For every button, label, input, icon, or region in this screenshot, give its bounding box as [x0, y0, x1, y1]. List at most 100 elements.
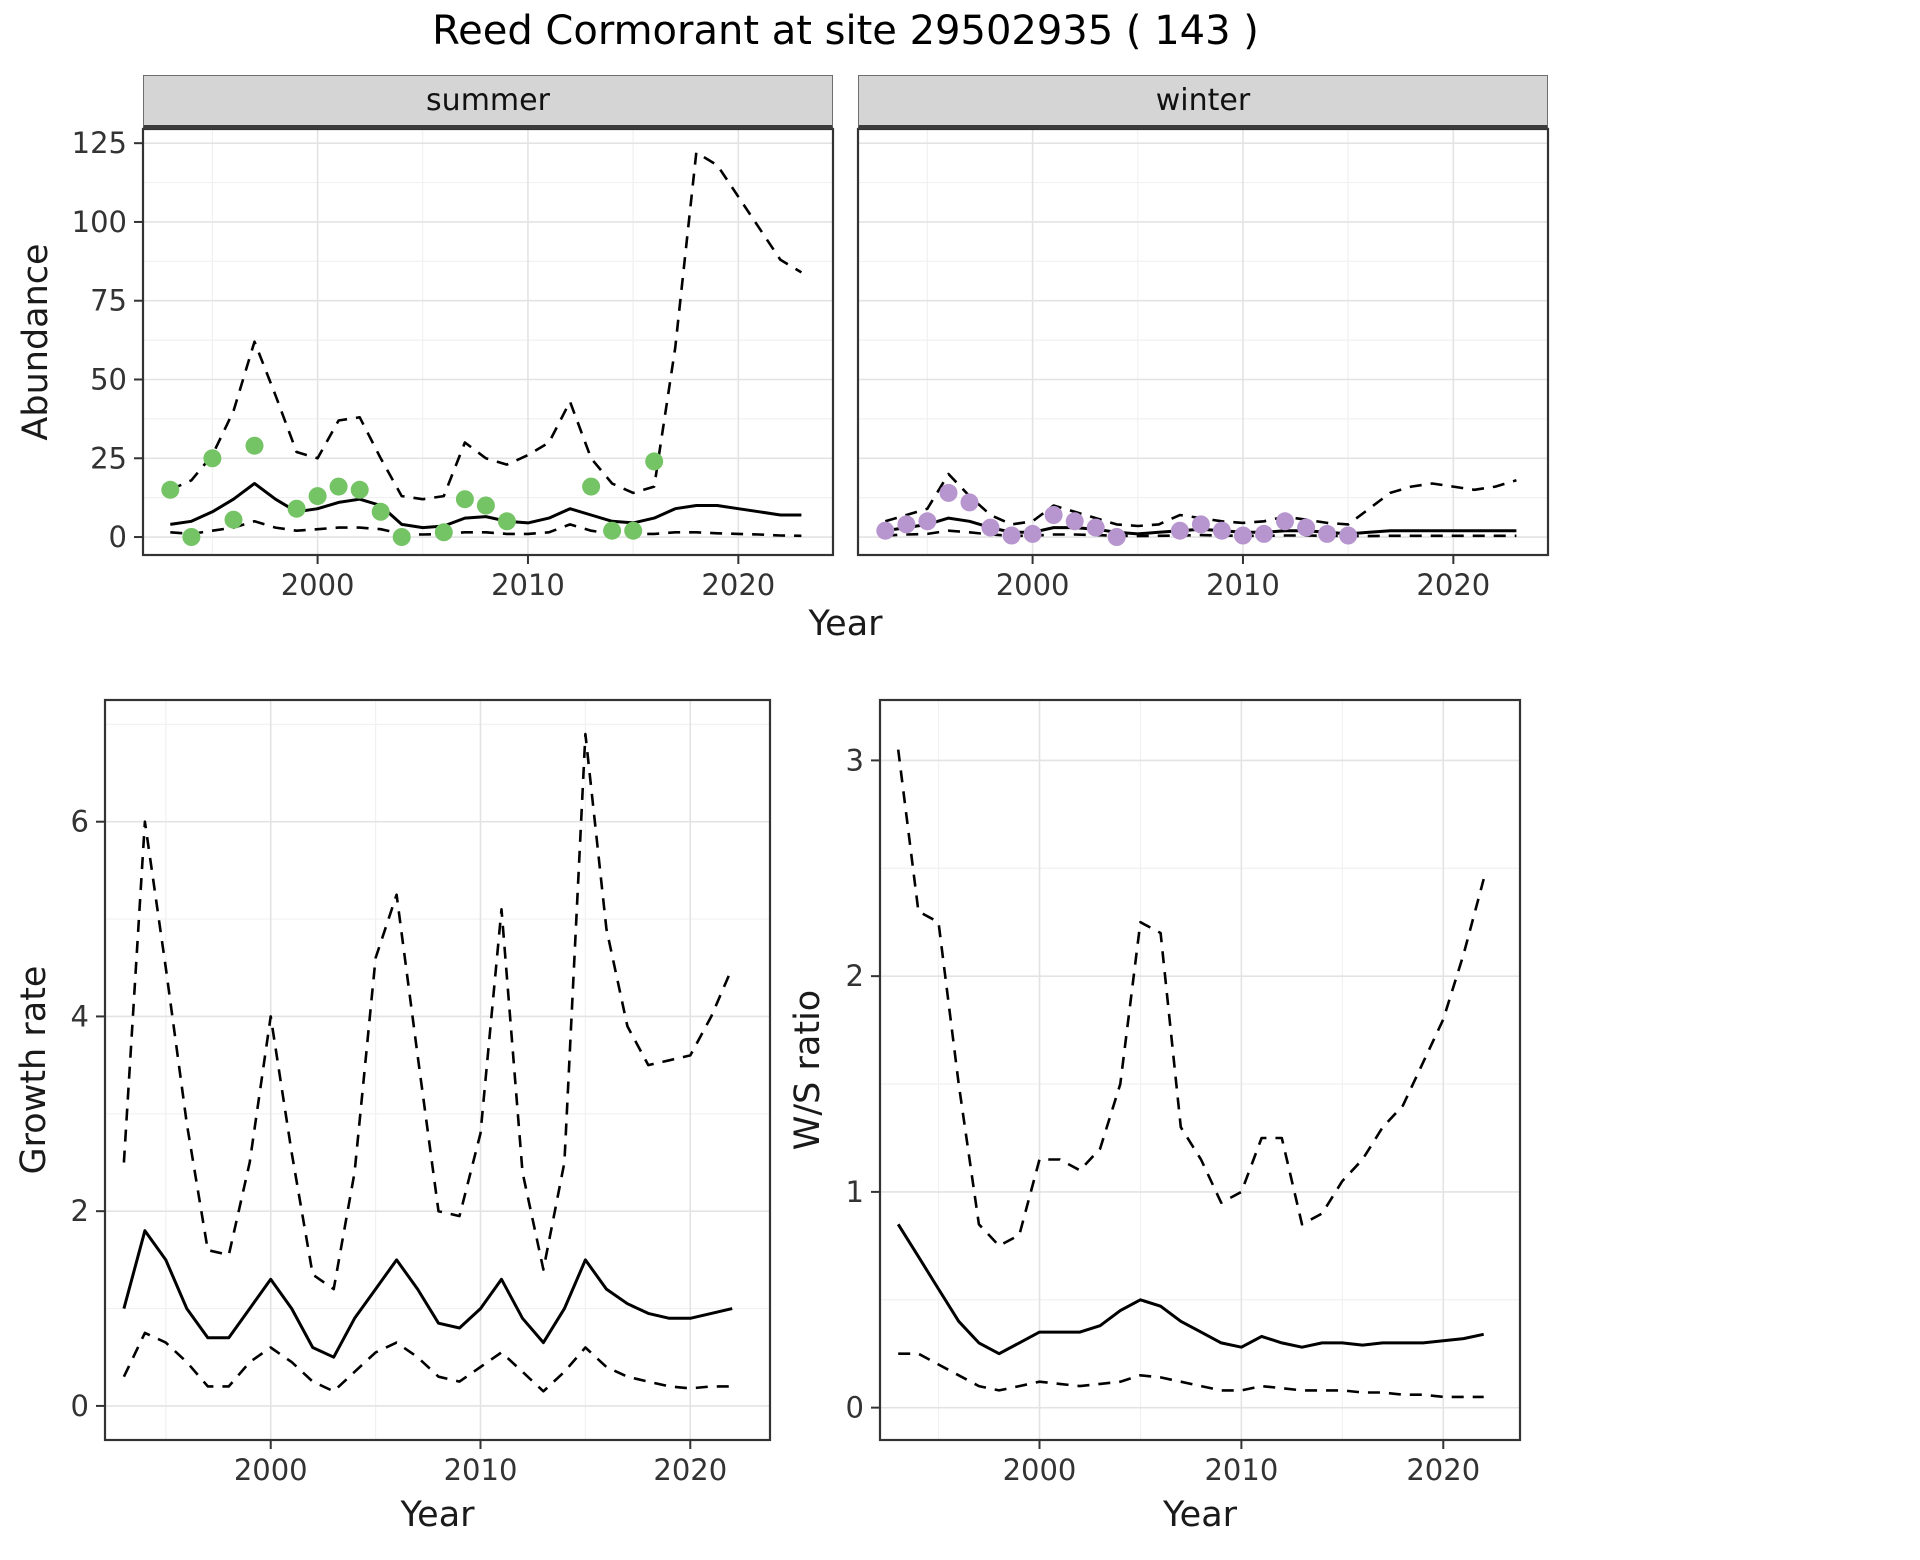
- data-point: [645, 452, 664, 471]
- data-point: [455, 490, 474, 509]
- axis-ticks: 2000 2010 2020: [996, 555, 1490, 602]
- data-point: [329, 477, 348, 496]
- x-tick-label: 2000: [234, 1453, 308, 1487]
- data-point: [582, 477, 601, 496]
- data-point: [1065, 512, 1084, 531]
- gridlines-major: [880, 700, 1520, 1440]
- data-point: [1234, 526, 1252, 545]
- y-tick-label: 100: [72, 205, 127, 239]
- panel-border: [878, 698, 1522, 1442]
- facet-strip-winter: winter: [858, 75, 1548, 129]
- y-tick-label: 125: [72, 126, 127, 160]
- data-point: [1191, 515, 1210, 534]
- data-point: [203, 449, 222, 468]
- y-tick-label: 75: [90, 284, 127, 318]
- x-tick-label: 2010: [1206, 568, 1280, 602]
- y-axis-title-ws-ratio: W/S ratio: [788, 989, 828, 1151]
- data-point: [161, 480, 180, 499]
- data-point: [1255, 524, 1273, 543]
- data-point: [224, 510, 243, 529]
- x-tick-label: 2000: [1003, 1453, 1077, 1487]
- y-axis-title-growth-rate: Growth rate: [14, 965, 54, 1175]
- data-point: [245, 436, 264, 455]
- data-point: [897, 515, 916, 534]
- panel-background: [105, 700, 770, 1440]
- x-axis-title-year-ws: Year: [1162, 1495, 1238, 1535]
- panel-abundance-summer: 2000 2010 2020 0 25 50 75 100 125: [72, 126, 835, 602]
- panel-growth-rate: 2000 2010 2020 0 2 4 6: [71, 698, 772, 1487]
- series-lower-ci: [898, 1352, 1484, 1399]
- panel-ws-ratio: 2000 2010 2020 0 1 2 3: [846, 698, 1522, 1487]
- axis-ticks: 2000 2010 2020 0 2 4 6: [71, 805, 728, 1487]
- data-point: [371, 502, 390, 521]
- x-tick-label: 2010: [491, 568, 565, 602]
- data-point: [1318, 524, 1337, 543]
- panel-border: [103, 698, 772, 1442]
- data-point: [1002, 526, 1021, 545]
- axis-ticks: 2000 2010 2020 0 1 2 3: [846, 743, 1481, 1487]
- y-tick-label: 0: [71, 1389, 89, 1423]
- panel-background: [880, 700, 1520, 1440]
- data-point: [981, 518, 1000, 537]
- panel-border: [856, 127, 1550, 557]
- data-point: [918, 512, 937, 531]
- series-lower-ci: [122, 1331, 733, 1393]
- data-point: [603, 521, 622, 540]
- y-tick-label: 0: [109, 520, 127, 554]
- data-point: [960, 493, 979, 512]
- x-axis-title-year-top: Year: [808, 604, 883, 644]
- data-point: [1276, 512, 1294, 531]
- x-tick-label: 2010: [444, 1453, 518, 1487]
- data-point: [476, 496, 495, 515]
- x-tick-label: 2010: [1204, 1453, 1278, 1487]
- x-tick-label: 2020: [701, 568, 775, 602]
- data-point: [1297, 518, 1316, 537]
- y-tick-label: 3: [846, 743, 864, 777]
- y-tick-label: 4: [71, 999, 89, 1033]
- series-model-fit: [170, 482, 802, 530]
- data-point: [1339, 526, 1358, 545]
- y-tick-label: 1: [846, 1175, 864, 1209]
- data-point: [624, 521, 643, 540]
- series-lower-ci: [170, 520, 802, 538]
- series-model-fit: [122, 1229, 733, 1359]
- x-tick-label: 2000: [996, 568, 1070, 602]
- x-tick-label: 2020: [653, 1453, 727, 1487]
- x-tick-label: 2020: [1406, 1453, 1480, 1487]
- facet-strip-summer-label: summer: [426, 83, 550, 118]
- data-point: [287, 499, 306, 518]
- gridlines-minor: [880, 700, 1520, 1440]
- axis-ticks: 2000 2010 2020 0 25 50 75 100 125: [72, 126, 776, 602]
- panel-abundance-winter: 2000 2010 2020: [856, 127, 1550, 602]
- y-tick-label: 25: [90, 441, 127, 475]
- facet-strip-summer: summer: [143, 75, 833, 129]
- page-title: Reed Cormorant at site 29502935 ( 143 ): [432, 8, 1259, 54]
- y-axis-title-abundance: Abundance: [16, 243, 56, 441]
- y-tick-label: 2: [71, 1194, 89, 1228]
- data-point: [1170, 521, 1189, 540]
- data-point: [392, 528, 411, 546]
- data-point: [1212, 521, 1231, 540]
- panel-background: [858, 129, 1548, 555]
- data-point: [1086, 518, 1105, 537]
- y-tick-label: 6: [71, 805, 89, 839]
- data-point: [1044, 506, 1063, 524]
- data-point: [308, 487, 327, 506]
- gridlines-minor: [105, 700, 770, 1440]
- data-point: [1023, 524, 1042, 543]
- data-point: [182, 528, 201, 546]
- y-tick-label: 2: [846, 959, 864, 993]
- data-point: [350, 480, 369, 499]
- facet-strip-winter-label: winter: [1155, 83, 1251, 118]
- series-upper-ci: [896, 749, 1485, 1248]
- data-point: [434, 523, 453, 542]
- x-tick-label: 2000: [281, 568, 355, 602]
- series-upper-ci: [169, 151, 803, 501]
- panel-border: [141, 127, 835, 557]
- x-axis-title-year-growth: Year: [400, 1495, 475, 1535]
- y-tick-label: 0: [846, 1391, 864, 1425]
- data-point: [939, 483, 958, 502]
- panel-background: [143, 129, 833, 555]
